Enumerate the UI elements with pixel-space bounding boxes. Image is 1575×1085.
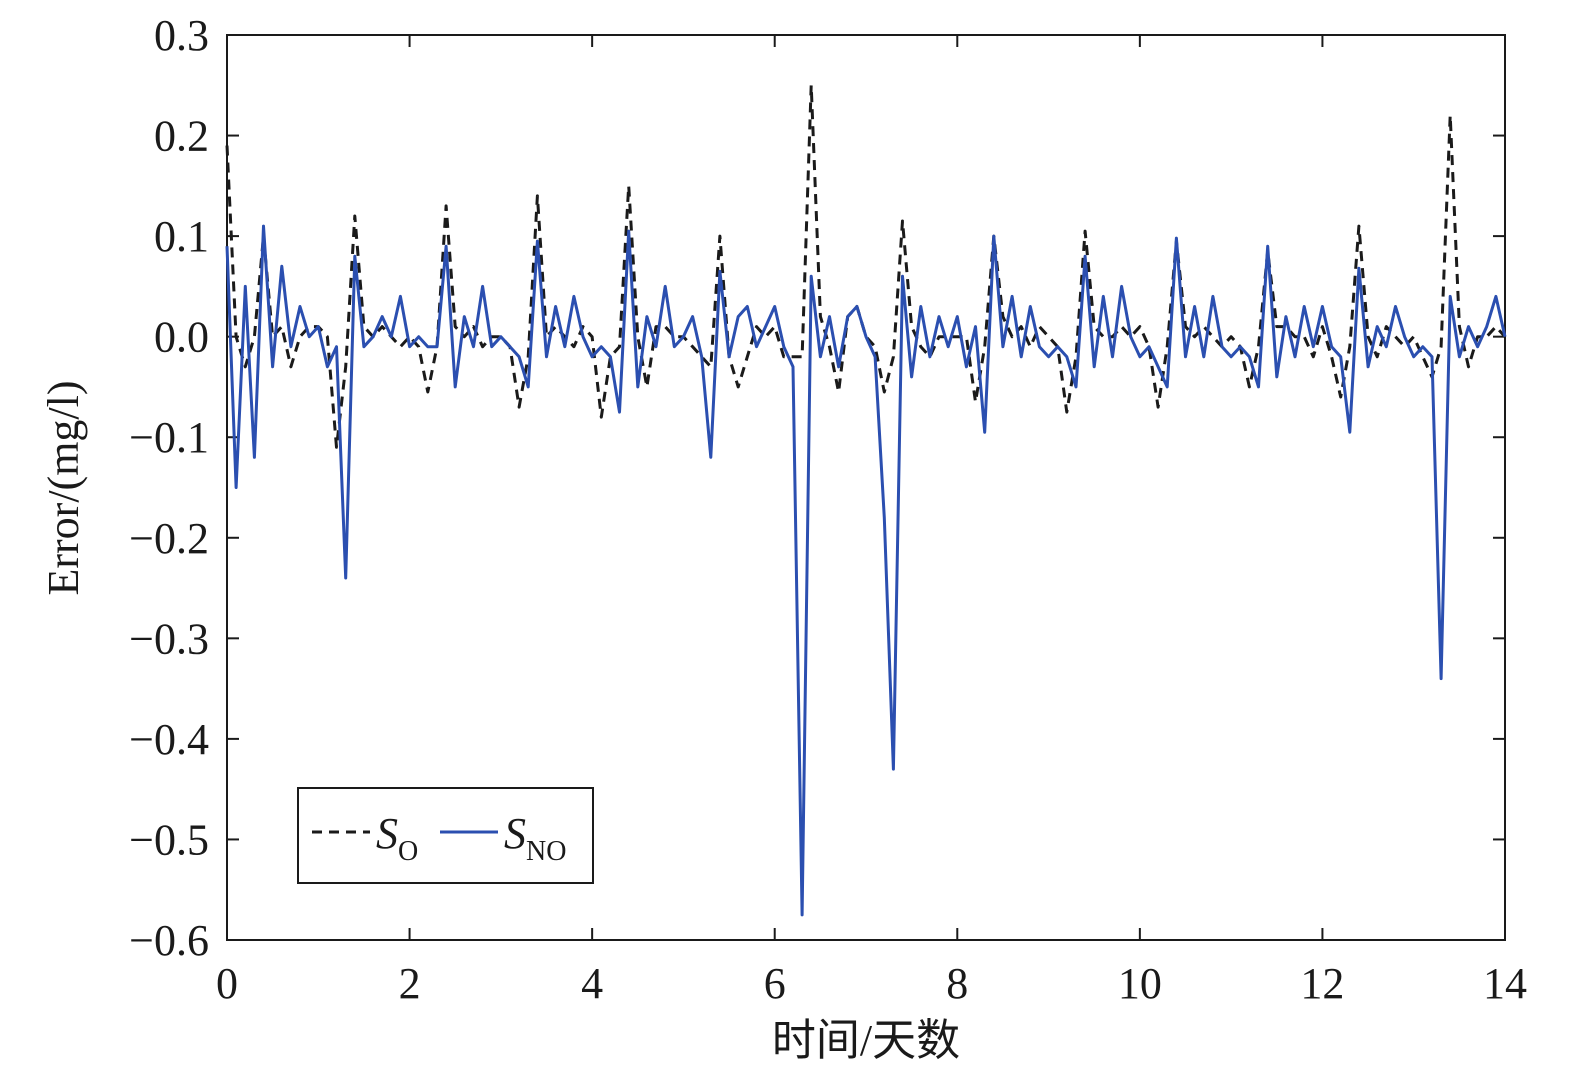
y-tick-label: −0.6 <box>129 916 209 965</box>
x-tick-label: 2 <box>399 959 421 1008</box>
x-tick-label: 12 <box>1300 959 1344 1008</box>
x-tick-label: 14 <box>1483 959 1527 1008</box>
y-axis-label: Error/(mg/l) <box>39 380 88 595</box>
legend-label: SO <box>376 809 418 867</box>
y-tick-label: −0.4 <box>129 715 209 764</box>
series-line <box>225 224 1507 917</box>
y-tick-label: −0.3 <box>129 614 209 663</box>
x-tick-label: 8 <box>946 959 968 1008</box>
plot-frame <box>226 34 1506 941</box>
x-axis-label: 时间/天数 <box>772 1016 960 1065</box>
y-tick-label: −0.1 <box>129 413 209 462</box>
y-tick-label: 0.0 <box>154 313 209 362</box>
x-tick-label: 6 <box>764 959 786 1008</box>
legend-label: SNO <box>504 809 566 867</box>
y-tick-label: −0.2 <box>129 514 209 563</box>
y-tick-label: −0.5 <box>129 815 209 864</box>
series-line <box>225 83 1507 449</box>
y-tick-label: 0.3 <box>154 11 209 60</box>
y-tick-label: 0.1 <box>154 212 209 261</box>
x-tick-label: 4 <box>581 959 603 1008</box>
x-tick-label: 0 <box>216 959 238 1008</box>
legend-box <box>297 787 594 884</box>
x-tick-label: 10 <box>1118 959 1162 1008</box>
y-tick-label: 0.2 <box>154 112 209 161</box>
